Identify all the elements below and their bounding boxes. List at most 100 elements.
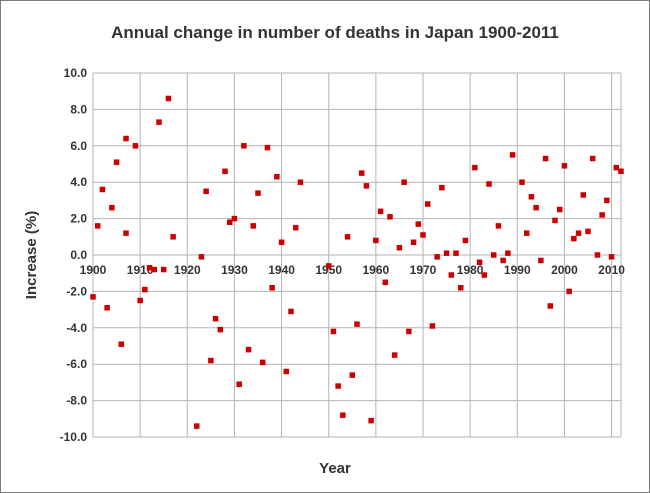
data-point bbox=[486, 181, 492, 187]
data-point bbox=[146, 264, 153, 271]
data-point bbox=[198, 254, 205, 260]
data-point bbox=[354, 321, 360, 327]
data-point bbox=[589, 155, 596, 162]
data-point bbox=[278, 239, 285, 246]
data-point bbox=[453, 250, 459, 256]
x-tick-label: 1970 bbox=[410, 263, 437, 277]
x-axis-label: Year bbox=[319, 460, 351, 477]
data-point bbox=[123, 230, 129, 236]
data-point bbox=[505, 250, 511, 256]
data-point bbox=[415, 221, 422, 227]
data-point bbox=[457, 285, 464, 291]
data-point bbox=[434, 254, 440, 260]
x-tick-label: 1950 bbox=[315, 263, 342, 277]
data-point bbox=[231, 215, 238, 222]
data-point bbox=[363, 183, 370, 189]
x-tick-label: 1990 bbox=[504, 263, 531, 277]
data-point bbox=[429, 323, 436, 329]
data-point bbox=[604, 197, 610, 204]
data-point bbox=[104, 305, 110, 311]
x-tick-label: 1900 bbox=[80, 263, 107, 277]
data-point bbox=[123, 135, 129, 142]
data-points bbox=[90, 95, 624, 429]
y-tick-label: -4.0 bbox=[66, 321, 87, 335]
data-point bbox=[547, 303, 554, 309]
y-tick-label: 4.0 bbox=[70, 175, 87, 189]
data-point bbox=[269, 285, 275, 291]
y-tick-label: 2.0 bbox=[70, 212, 87, 226]
data-point bbox=[420, 232, 426, 238]
data-point bbox=[259, 359, 266, 366]
data-point bbox=[264, 144, 271, 151]
data-point bbox=[523, 230, 530, 236]
data-point bbox=[490, 252, 497, 258]
data-point bbox=[151, 266, 158, 273]
data-point bbox=[349, 372, 356, 378]
data-point bbox=[472, 164, 478, 171]
data-point bbox=[608, 254, 615, 260]
data-point bbox=[193, 423, 200, 429]
x-tick-label: 1960 bbox=[363, 263, 390, 277]
data-point bbox=[340, 412, 346, 418]
data-point bbox=[618, 168, 624, 175]
data-point bbox=[481, 272, 488, 278]
data-point bbox=[212, 315, 219, 322]
data-point bbox=[538, 257, 544, 264]
data-point bbox=[109, 204, 115, 211]
data-point bbox=[241, 143, 247, 149]
data-point bbox=[137, 297, 143, 304]
y-tick-label: 8.0 bbox=[70, 102, 87, 116]
data-point bbox=[274, 173, 280, 180]
x-tick-label: 1920 bbox=[174, 263, 201, 277]
data-point bbox=[330, 328, 337, 335]
data-point bbox=[170, 234, 176, 240]
chart-title: Annual change in number of deaths in Jap… bbox=[111, 23, 559, 42]
data-point bbox=[585, 228, 591, 235]
data-point bbox=[533, 204, 539, 211]
data-point bbox=[377, 208, 384, 215]
y-tick-label: 10.0 bbox=[64, 66, 88, 80]
data-point bbox=[292, 224, 299, 231]
data-point bbox=[142, 286, 148, 293]
data-point bbox=[476, 259, 483, 266]
data-point bbox=[165, 95, 172, 102]
data-point bbox=[288, 308, 294, 315]
data-point bbox=[99, 186, 106, 193]
y-axis-label: Increase (%) bbox=[23, 211, 40, 299]
data-point bbox=[509, 152, 516, 158]
data-point bbox=[113, 159, 120, 165]
data-point bbox=[255, 190, 261, 196]
y-tick-label: -10.0 bbox=[60, 430, 88, 444]
x-tick-label: 1980 bbox=[457, 263, 484, 277]
data-point bbox=[387, 214, 393, 220]
data-point bbox=[382, 279, 389, 286]
data-point bbox=[439, 184, 445, 191]
y-tick-label: -2.0 bbox=[66, 284, 87, 298]
data-point bbox=[571, 235, 577, 242]
data-point bbox=[406, 328, 412, 335]
data-point bbox=[344, 234, 351, 240]
data-point bbox=[396, 244, 403, 251]
data-point bbox=[335, 383, 341, 389]
x-tick-label: 2010 bbox=[598, 263, 625, 277]
x-tick-label: 2000 bbox=[551, 263, 578, 277]
y-tick-label: -6.0 bbox=[66, 357, 87, 371]
data-point bbox=[156, 119, 162, 125]
data-point bbox=[542, 155, 549, 162]
data-point bbox=[462, 237, 469, 244]
data-point bbox=[217, 326, 224, 333]
data-point bbox=[222, 168, 228, 175]
data-point bbox=[594, 252, 601, 258]
data-point bbox=[500, 257, 506, 264]
data-point bbox=[448, 272, 455, 278]
data-point bbox=[391, 352, 398, 358]
data-point bbox=[358, 170, 365, 176]
y-tick-label: 0.0 bbox=[70, 248, 87, 262]
data-point bbox=[160, 266, 167, 273]
data-point bbox=[373, 237, 379, 244]
data-point bbox=[552, 217, 558, 224]
data-point bbox=[118, 341, 125, 347]
data-point bbox=[325, 263, 332, 269]
data-point bbox=[566, 288, 572, 295]
